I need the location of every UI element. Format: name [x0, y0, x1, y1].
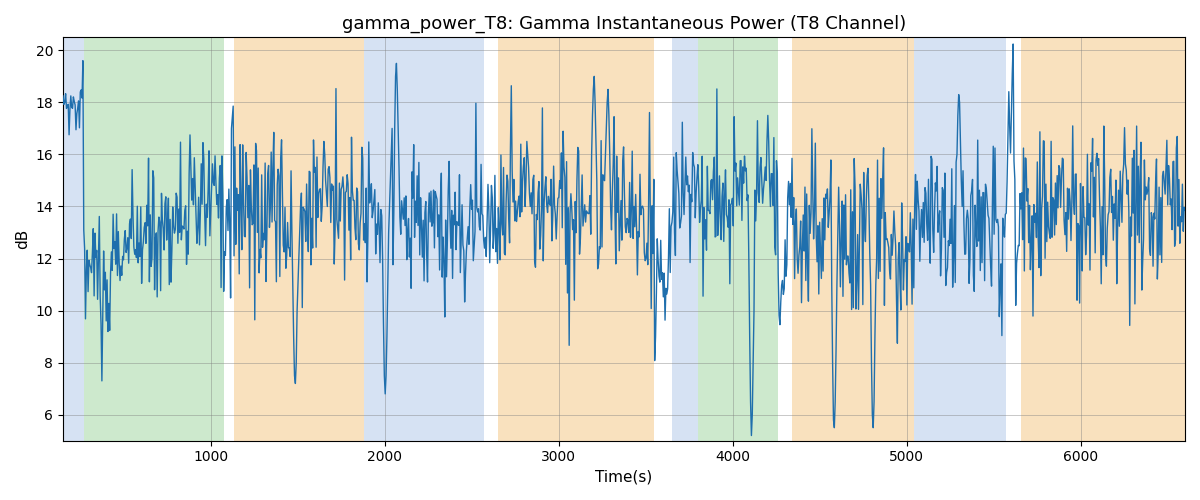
X-axis label: Time(s): Time(s): [595, 470, 653, 485]
Y-axis label: dB: dB: [16, 229, 30, 249]
Bar: [672, 38, 698, 440]
Bar: [64, 38, 84, 440]
Bar: [84, 38, 224, 440]
Bar: [498, 38, 654, 440]
Title: gamma_power_T8: Gamma Instantaneous Power (T8 Channel): gamma_power_T8: Gamma Instantaneous Powe…: [342, 15, 906, 34]
Bar: [913, 38, 1006, 440]
Bar: [792, 38, 847, 440]
Bar: [364, 38, 484, 440]
Bar: [1021, 38, 1186, 440]
Bar: [234, 38, 364, 440]
Bar: [698, 38, 778, 440]
Bar: [847, 38, 913, 440]
